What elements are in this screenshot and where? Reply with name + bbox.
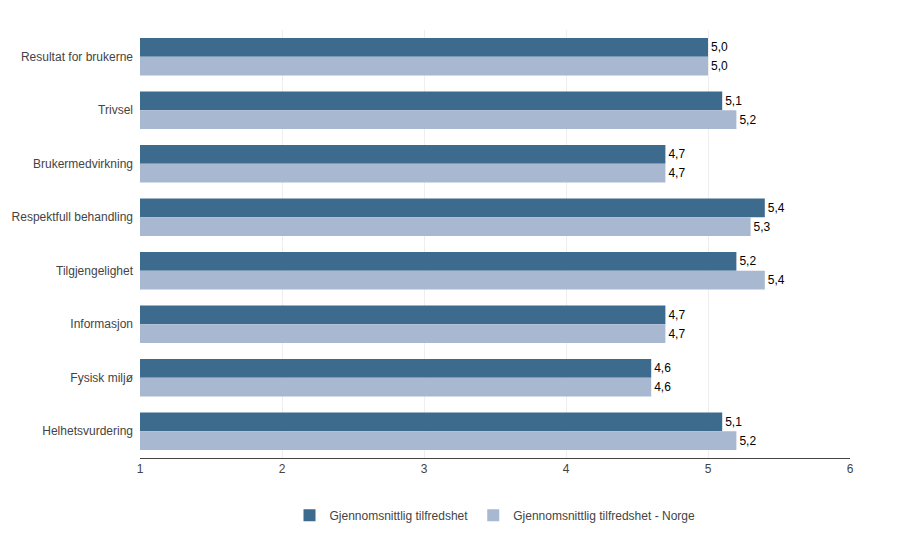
svg-text:5,3: 5,3 — [754, 220, 771, 234]
svg-text:4,6: 4,6 — [654, 380, 671, 394]
svg-text:4,6: 4,6 — [654, 361, 671, 375]
svg-text:Fysisk miljø: Fysisk miljø — [70, 371, 133, 385]
svg-text:5,2: 5,2 — [739, 113, 756, 127]
svg-text:Respektfull behandling: Respektfull behandling — [12, 210, 133, 224]
svg-text:Gjennomsnittlig tilfredshet -: Gjennomsnittlig tilfredshet - Norge — [513, 509, 695, 523]
svg-text:5,2: 5,2 — [739, 254, 756, 268]
svg-text:4,7: 4,7 — [668, 327, 685, 341]
svg-text:6: 6 — [847, 462, 854, 476]
svg-text:Brukermedvirkning: Brukermedvirkning — [33, 157, 133, 171]
svg-text:Helhetsvurdering: Helhetsvurdering — [42, 424, 133, 438]
svg-text:1: 1 — [137, 462, 144, 476]
svg-text:5,4: 5,4 — [768, 273, 785, 287]
svg-text:Gjennomsnittlig tilfredshet: Gjennomsnittlig tilfredshet — [330, 509, 469, 523]
svg-text:Resultat for brukerne: Resultat for brukerne — [21, 50, 133, 64]
svg-text:2: 2 — [279, 462, 286, 476]
svg-text:5,0: 5,0 — [711, 40, 728, 54]
svg-text:Tilgjengelighet: Tilgjengelighet — [56, 264, 134, 278]
svg-text:3: 3 — [421, 462, 428, 476]
svg-text:5,1: 5,1 — [725, 415, 742, 429]
svg-text:5,0: 5,0 — [711, 59, 728, 73]
svg-text:4,7: 4,7 — [668, 147, 685, 161]
svg-text:5,4: 5,4 — [768, 201, 785, 215]
svg-text:Trivsel: Trivsel — [98, 103, 133, 117]
svg-text:4,7: 4,7 — [668, 166, 685, 180]
svg-text:Informasjon: Informasjon — [70, 317, 133, 331]
svg-text:4: 4 — [563, 462, 570, 476]
svg-text:4,7: 4,7 — [668, 308, 685, 322]
svg-text:5,1: 5,1 — [725, 94, 742, 108]
svg-text:5,2: 5,2 — [739, 434, 756, 448]
svg-text:5: 5 — [705, 462, 712, 476]
